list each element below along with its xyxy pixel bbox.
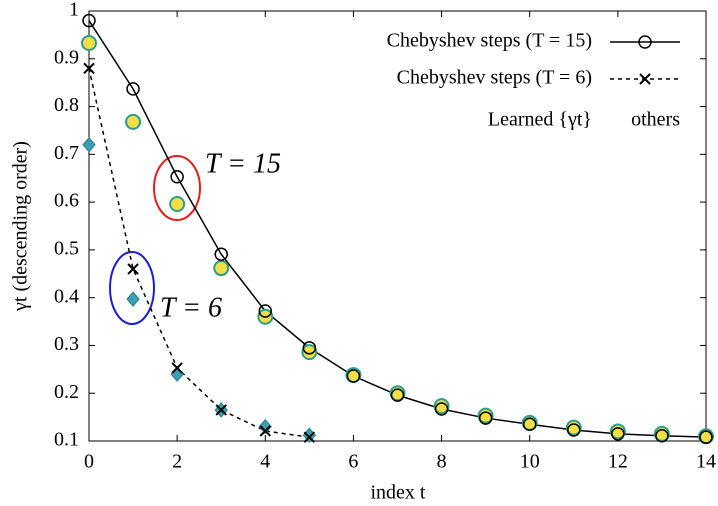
point [171, 362, 183, 374]
highlight-ellipse [109, 251, 155, 325]
point [258, 304, 273, 318]
point [301, 344, 318, 361]
y-tick-label: 0.1 [54, 429, 79, 451]
legend-label: Chebyshev steps (T = 6) [397, 67, 592, 89]
point [258, 418, 272, 435]
point [302, 341, 317, 355]
y-axis-label: γt (descending order) [10, 141, 32, 312]
point [609, 423, 626, 440]
x-tick-label: 4 [260, 451, 270, 473]
plot-frame [88, 10, 707, 442]
point [433, 398, 450, 415]
point [478, 411, 493, 425]
x-tick-label: 12 [608, 451, 628, 473]
point [213, 260, 230, 277]
legend-label: Learned {γt} [488, 109, 592, 131]
y-tick-label: 0.6 [54, 190, 79, 212]
y-tick-label: 0.9 [54, 46, 79, 68]
x-axis-label: index t [371, 482, 426, 504]
point [215, 404, 227, 416]
point [214, 247, 228, 261]
point [522, 417, 537, 432]
point [170, 170, 184, 184]
point [346, 369, 361, 383]
point [125, 113, 142, 130]
x-tick-label: 8 [437, 451, 447, 473]
y-tick-label: 0.5 [54, 237, 79, 259]
y-tick-label: 0.3 [54, 333, 79, 355]
point [82, 13, 96, 28]
legend: Chebyshev steps (T = 15) Chebyshev steps … [387, 30, 681, 131]
point [567, 423, 581, 437]
y-tick-label: 0.7 [54, 142, 79, 164]
x-tick-label: 2 [172, 451, 182, 473]
highlight-ellipse [153, 155, 201, 221]
series-line [88, 68, 310, 438]
point [655, 428, 669, 443]
point [639, 73, 651, 85]
y-tick-label: 0.8 [54, 94, 79, 116]
point [83, 62, 95, 75]
point [303, 431, 316, 443]
point [565, 419, 582, 436]
point [126, 291, 140, 307]
point [390, 388, 405, 402]
point [126, 82, 140, 96]
y-tick-label: 0.4 [54, 285, 79, 307]
x-tick-label: 6 [348, 451, 358, 473]
legend-label: Chebyshev steps (T = 15) [387, 30, 592, 52]
point [611, 427, 625, 441]
x-tick-label: 10 [520, 451, 540, 473]
point [477, 407, 494, 424]
point [127, 263, 139, 275]
point [82, 137, 96, 153]
point [169, 196, 186, 213]
y-tick-label: 0.2 [54, 381, 79, 403]
annotation: T = 6 [160, 292, 222, 323]
annotation: T = 15 [205, 148, 281, 179]
point [699, 430, 713, 444]
point [81, 35, 97, 52]
x-tick-label: 0 [84, 451, 94, 473]
y-tick-label: 1 [69, 0, 79, 21]
point [259, 425, 271, 437]
x-tick-label: 14 [696, 451, 716, 473]
point [434, 402, 449, 416]
legend-label: others [631, 109, 680, 131]
point [638, 35, 652, 49]
